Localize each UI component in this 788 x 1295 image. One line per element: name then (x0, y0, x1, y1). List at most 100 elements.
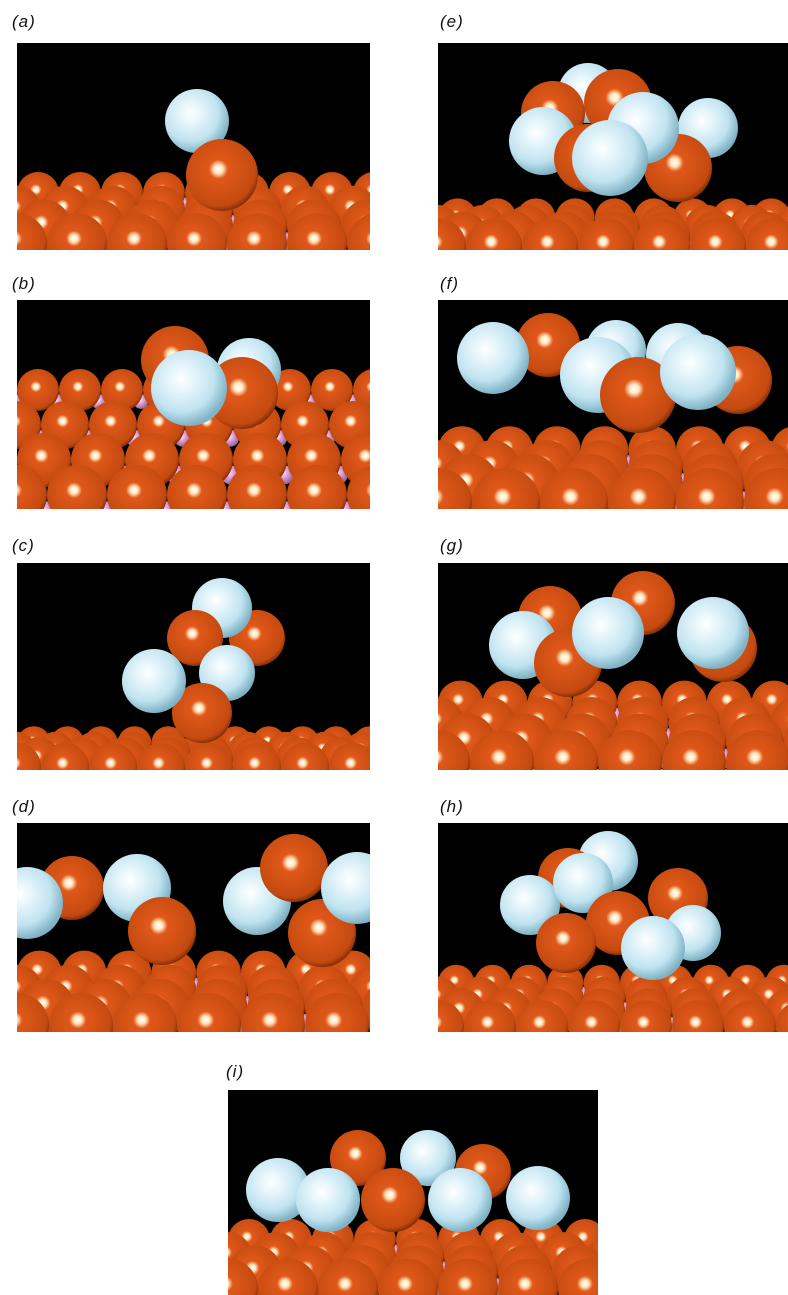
adatom (186, 139, 258, 211)
atom-model-d (17, 834, 370, 1032)
surface-atom (534, 730, 598, 770)
surface-atom (49, 993, 113, 1032)
surface-atom (726, 730, 788, 770)
surface-atom (676, 468, 744, 509)
adsorbate-atom (660, 334, 736, 410)
surface-atom (662, 730, 726, 770)
surface-atom (287, 213, 347, 250)
adsorbate-atom (151, 350, 227, 426)
adsorbate-atom (457, 322, 529, 394)
surface-atom (438, 468, 472, 509)
panel-a-image (17, 43, 370, 250)
adsorbate-atom (572, 597, 644, 669)
surface-atom (540, 468, 608, 509)
surface-atom (137, 742, 185, 770)
panel-e-image (438, 43, 788, 250)
panel-label-f: (f) (440, 274, 460, 293)
surface-atom (690, 218, 746, 250)
surface-atom (516, 1000, 568, 1032)
surface-atom (89, 742, 137, 770)
adsorbate-atom (506, 1166, 570, 1230)
surface-atom (318, 1258, 378, 1295)
surface-atom (17, 993, 49, 1032)
adsorbate-atom (572, 120, 648, 196)
surface-atom (228, 1258, 258, 1295)
adsorbate-atom (122, 649, 186, 713)
surface-atom (470, 730, 534, 770)
adsorbate-atom (677, 597, 749, 669)
surface-atom (227, 213, 287, 250)
surface-atom (17, 369, 59, 411)
surface-atom (438, 1258, 498, 1295)
adatom (172, 683, 232, 743)
surface-atom (287, 465, 347, 509)
surface-atom (378, 1258, 438, 1295)
adsorbate-atom (553, 853, 613, 913)
atom-model-e (438, 63, 788, 250)
surface-atom (233, 742, 281, 770)
surface-atom (59, 369, 101, 411)
panel-g-image (438, 563, 788, 770)
adsorbate-atom (621, 916, 685, 980)
surface-atom (329, 742, 370, 770)
surface-atom (311, 369, 353, 411)
surface-atom (608, 468, 676, 509)
panel-label-c: (c) (12, 536, 35, 555)
surface-atom (498, 1258, 558, 1295)
panel-label-a: (a) (12, 12, 36, 31)
surface-atom (620, 1000, 672, 1032)
surface-atom (744, 468, 788, 509)
panel-h-image (438, 823, 788, 1032)
adsorbate-atom (500, 875, 560, 935)
surface-atom (113, 993, 177, 1032)
atom-model-g (438, 571, 788, 770)
panel-d-image (17, 823, 370, 1032)
surface-atom (746, 218, 788, 250)
adsorbate-atom (321, 852, 370, 924)
surface-atom (241, 993, 305, 1032)
adatom (260, 834, 328, 902)
surface-atom (369, 1017, 370, 1032)
adsorbate-atom (246, 1158, 310, 1222)
atom-model-f (438, 313, 788, 509)
panel-c-image (17, 563, 370, 770)
surface-atom (724, 1000, 776, 1032)
panel-label-b: (b) (12, 274, 36, 293)
panel-f-image (438, 300, 788, 509)
adsorbate-atom (165, 89, 229, 153)
surface-atom (438, 1000, 464, 1032)
atom-model-i (228, 1130, 598, 1295)
panel-label-e: (e) (440, 12, 464, 31)
adatom (600, 357, 676, 433)
surface-atom (522, 218, 578, 250)
atom-model-c (17, 578, 370, 770)
panel-label-d: (d) (12, 797, 36, 816)
surface-atom (107, 465, 167, 509)
surface-atom (41, 742, 89, 770)
adatom (330, 1130, 386, 1186)
surface-atom (776, 1004, 788, 1032)
surface-atom (258, 1258, 318, 1295)
adatom (128, 897, 196, 965)
surface-atom (598, 730, 662, 770)
surface-atom (438, 730, 470, 770)
surface-atom (17, 213, 47, 250)
surface-atom (347, 214, 370, 250)
atom-model-a (17, 89, 370, 250)
surface-atom (17, 742, 41, 770)
surface-atom (281, 742, 329, 770)
adsorbate-atom (17, 867, 63, 939)
surface-atom (558, 1258, 598, 1295)
surface-atom (466, 218, 522, 250)
atom-model-h (438, 831, 788, 1032)
panel-i-image (228, 1090, 598, 1295)
surface-atom (568, 1000, 620, 1032)
surface-atom (227, 465, 287, 509)
surface-atom (17, 465, 47, 509)
surface-atom (472, 468, 540, 509)
surface-atom (185, 742, 233, 770)
atom-model-b (17, 326, 370, 509)
adsorbate-atom (400, 1130, 456, 1186)
adsorbate-atom (296, 1168, 360, 1232)
surface-atom (47, 465, 107, 509)
